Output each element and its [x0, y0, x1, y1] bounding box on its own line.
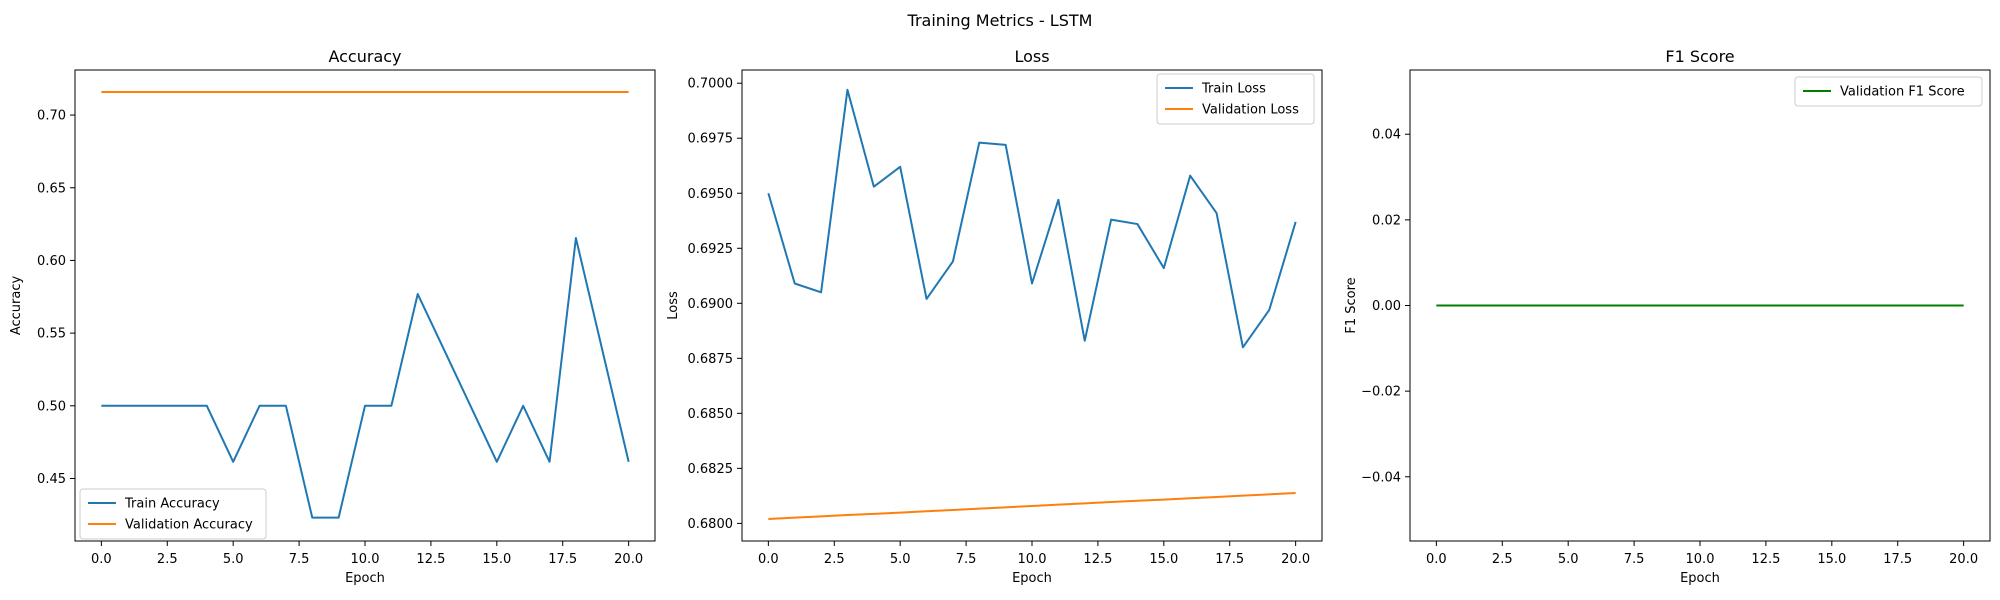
- chart-1-legend-label: Validation Accuracy: [125, 518, 253, 533]
- chart-1-legend: Train Accuracy Validation Accuracy: [79, 488, 267, 540]
- chart-2-x-tick-label: 10.0: [1018, 552, 1047, 567]
- chart-3-x-tick-label: 2.5: [1492, 552, 1513, 567]
- chart-3-title: F1 Score: [1665, 47, 1734, 66]
- chart-2-x-tick-label: 7.5: [956, 552, 977, 567]
- chart-3-y-tick-label: −0.04: [1361, 470, 1401, 485]
- chart-2-legend-label: Train Loss: [1201, 82, 1266, 97]
- chart-1-x-tick-label: 12.5: [416, 552, 445, 567]
- chart-2-x-tick-label: 12.5: [1083, 552, 1112, 567]
- chart-1-plot-area: [75, 70, 655, 541]
- chart-1-x-tick-label: 15.0: [482, 552, 511, 567]
- chart-2-title: Loss: [1014, 47, 1049, 66]
- chart-1-legend-box: [79, 488, 267, 540]
- chart-2-series-2-line: [768, 492, 1296, 520]
- chart-2-y-tick-label: 0.6800: [688, 517, 734, 532]
- chart-2-y-axis-label: Loss: [666, 291, 681, 320]
- chart-3-legend: Validation F1 Score: [1794, 76, 1983, 107]
- chart-3-x-tick-label: 20.0: [1949, 552, 1978, 567]
- chart-3: 0.0 2.5 5.0 7.5 10.0 12.5 15.0 17.5 20.0 −0.04 −0.…: [1344, 47, 1991, 586]
- chart-1-title: Accuracy: [328, 47, 401, 66]
- chart-3-x-tick-label: 5.0: [1558, 552, 1579, 567]
- chart-2-legend-label: Validation Loss: [1202, 103, 1299, 118]
- chart-1-x-tick-label: 0.0: [91, 552, 112, 567]
- chart-3-x-axis-label: Epoch: [1680, 571, 1720, 586]
- chart-2-series-1-line: [767, 88, 1297, 349]
- chart-2-x-tick-label: 5.0: [890, 552, 911, 567]
- chart-2-x-tick-label: 2.5: [824, 552, 845, 567]
- chart-2-y-tick-label: 0.6900: [688, 297, 734, 312]
- chart-2-y-tick-label: 0.6825: [688, 462, 734, 477]
- chart-1: 0.0 2.5 5.0 7.5 10.0 12.5 15.0 17.5 20.0 0.45 0.50…: [9, 47, 656, 586]
- chart-3-x-tick-label: 10.0: [1686, 552, 1715, 567]
- chart-3-y-tick-label: 0.04: [1372, 128, 1401, 143]
- figure-suptitle: Training Metrics - LSTM: [907, 11, 1093, 30]
- chart-2-y-tick-label: 0.6975: [688, 132, 734, 147]
- chart-1-x-tick-label: 5.0: [223, 552, 244, 567]
- chart-1-axes-frame: [74, 69, 656, 542]
- chart-1-y-tick-label: 0.45: [37, 472, 66, 487]
- chart-3-x-tick-label: 12.5: [1751, 552, 1780, 567]
- chart-2-x-axis-label: Epoch: [1012, 571, 1052, 586]
- chart-3-legend-box: [1794, 76, 1983, 107]
- chart-2-y-tick-label: 0.7000: [688, 77, 734, 92]
- chart-3-x-tick-label: 7.5: [1624, 552, 1645, 567]
- chart-1-x-tick-label: 2.5: [157, 552, 178, 567]
- chart-3-y-tick-label: 0.02: [1372, 213, 1401, 228]
- chart-2: 0.0 2.5 5.0 7.5 10.0 12.5 15.0 17.5 20.0 0.6800 0.…: [666, 47, 1323, 586]
- chart-1-legend-label: Train Accuracy: [124, 497, 220, 512]
- chart-1-y-tick-label: 0.55: [37, 327, 66, 342]
- chart-1-y-axis-label: Accuracy: [9, 276, 24, 336]
- chart-3-y-axis-label: F1 Score: [1344, 277, 1359, 333]
- chart-1-x-tick-label: 17.5: [548, 552, 577, 567]
- chart-2-x-tick-label: 20.0: [1281, 552, 1310, 567]
- chart-3-x-tick-label: 17.5: [1883, 552, 1912, 567]
- chart-2-x-tick-label: 0.0: [758, 552, 779, 567]
- chart-1-x-tick-label: 7.5: [289, 552, 310, 567]
- chart-1-y-tick-label: 0.60: [37, 254, 66, 269]
- chart-2-x-tick-label: 17.5: [1215, 552, 1244, 567]
- chart-1-y-tick-label: 0.70: [37, 109, 66, 124]
- chart-3-x-tick-label: 15.0: [1817, 552, 1846, 567]
- chart-1-y-tick-label: 0.65: [37, 181, 66, 196]
- chart-2-axes-frame: [741, 69, 1323, 542]
- chart-3-axes-frame: [1409, 69, 1991, 542]
- chart-2-legend-box: [1156, 73, 1315, 125]
- chart-1-x-tick-label: 20.0: [614, 552, 643, 567]
- chart-2-y-tick-label: 0.6850: [688, 407, 734, 422]
- chart-1-y-tick-label: 0.50: [37, 399, 66, 414]
- chart-2-x-tick-label: 15.0: [1149, 552, 1178, 567]
- chart-2-plot-area: [742, 70, 1322, 541]
- chart-2-y-tick-label: 0.6950: [688, 187, 734, 202]
- chart-1-x-axis-label: Epoch: [345, 571, 385, 586]
- chart-3-y-tick-label: 0.00: [1372, 299, 1401, 314]
- chart-2-legend: Train Loss Validation Loss: [1156, 73, 1315, 125]
- chart-3-y-tick-label: −0.02: [1361, 385, 1401, 400]
- chart-2-y-tick-label: 0.6875: [688, 352, 734, 367]
- chart-3-legend-label: Validation F1 Score: [1840, 85, 1965, 100]
- chart-1-series-1-line: [101, 237, 630, 519]
- chart-1-x-tick-label: 10.0: [351, 552, 380, 567]
- chart-3-x-tick-label: 0.0: [1426, 552, 1447, 567]
- chart-2-y-tick-label: 0.6925: [688, 242, 734, 257]
